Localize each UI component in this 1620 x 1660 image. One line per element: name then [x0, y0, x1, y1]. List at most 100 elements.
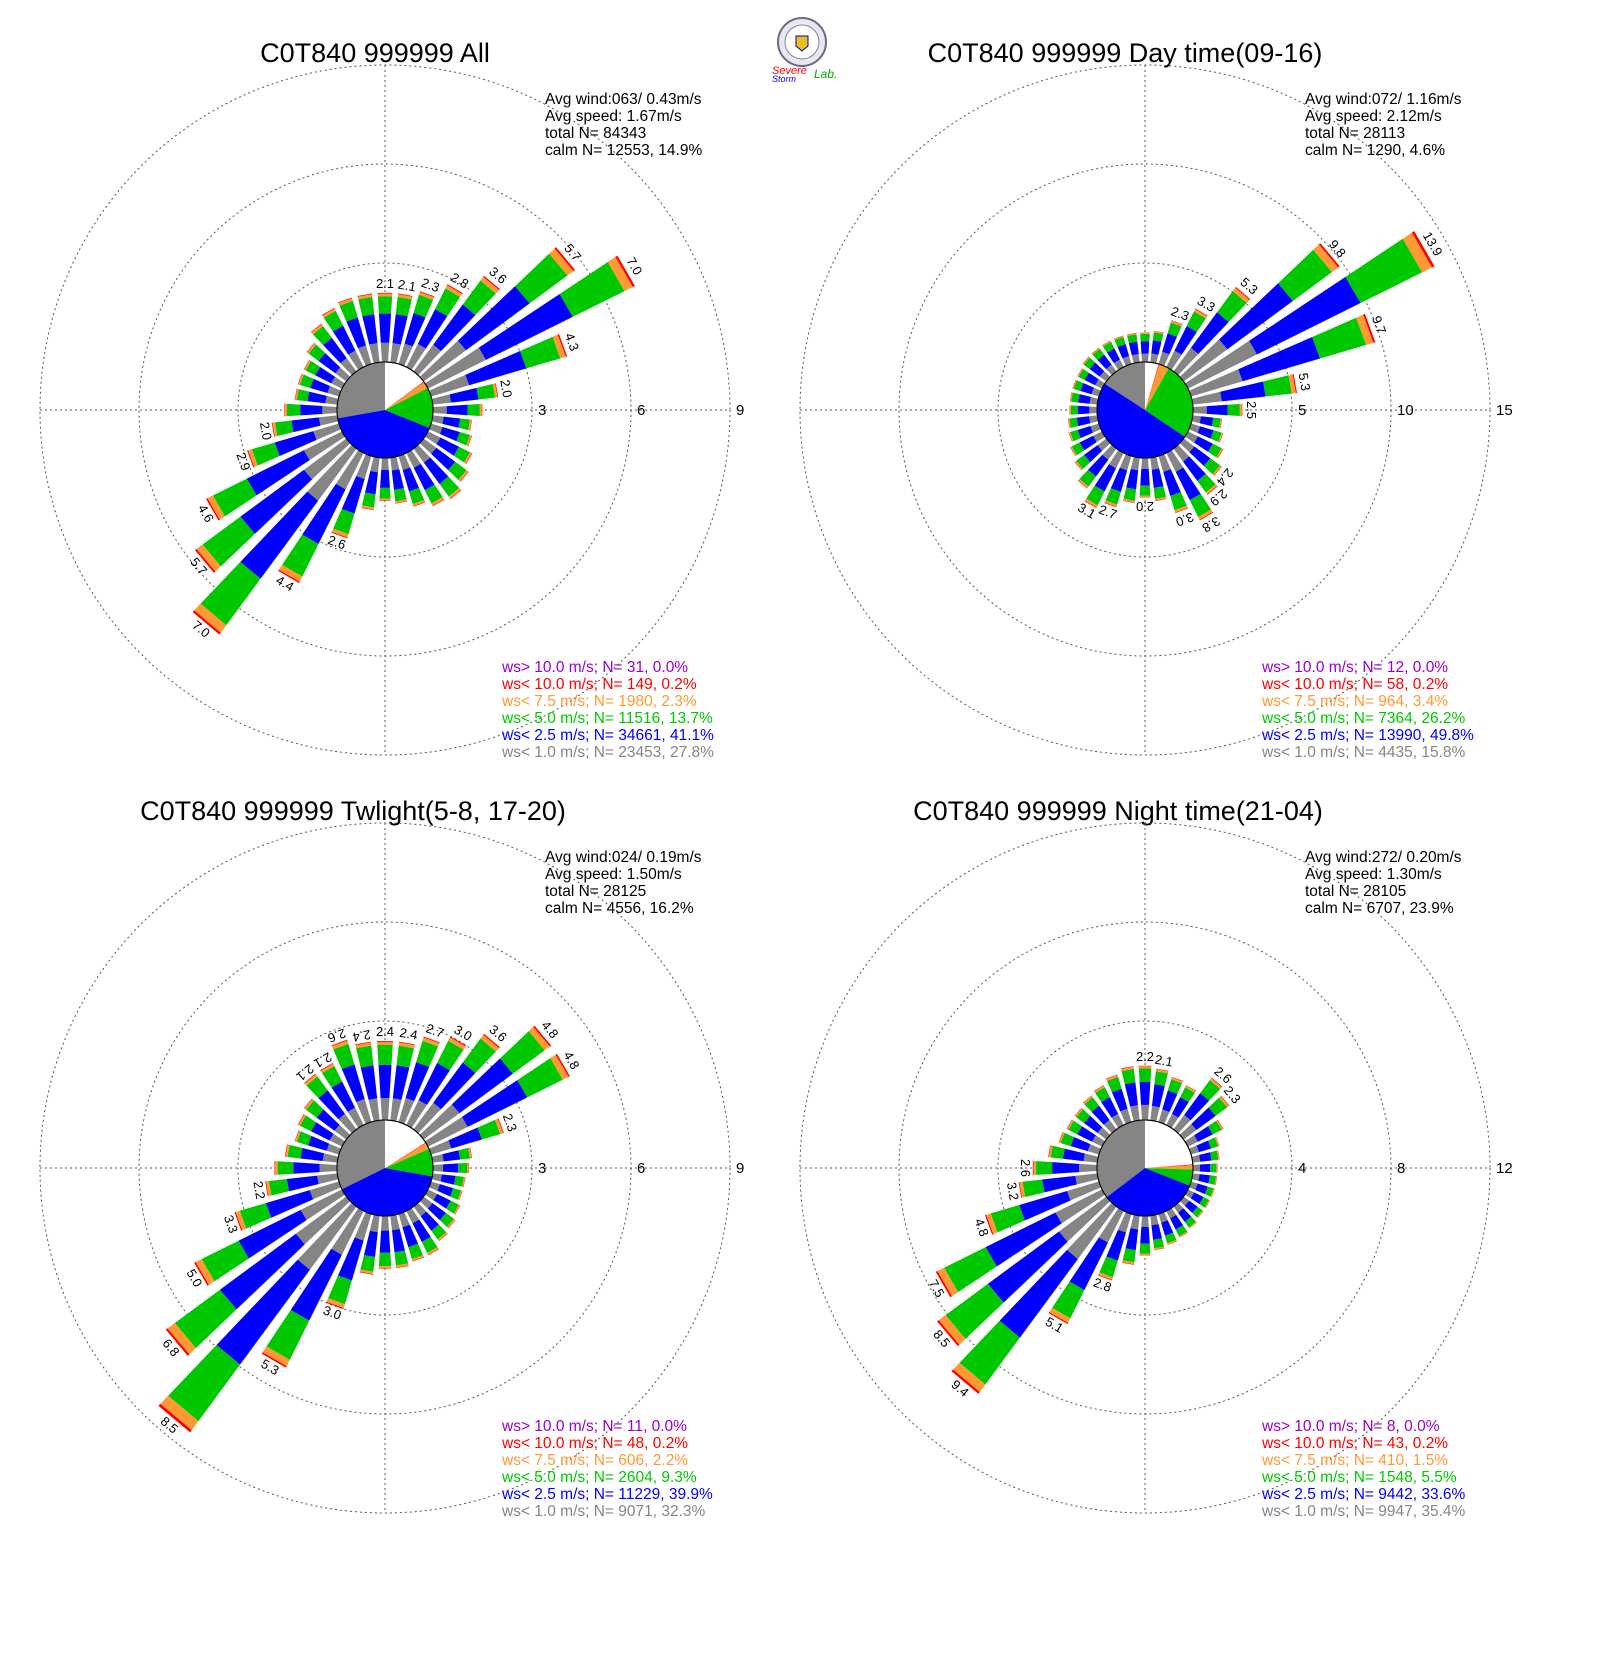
rose-bar-segment-red [1213, 466, 1222, 476]
rose-bar-segment-orange [549, 248, 574, 276]
rose-bar-segment-orange [311, 324, 324, 335]
rose-bar-segment-green [1217, 291, 1247, 323]
bar-total-label: 2.1 [1154, 1052, 1174, 1070]
rose-bar-segment-gray [398, 343, 413, 367]
rose-bar-segment-blue [439, 426, 460, 442]
rose-bar-segment-red [1066, 1119, 1073, 1130]
rose-bar-segment-blue [437, 1184, 454, 1197]
rose-bar-segment-red [1104, 502, 1117, 508]
legend-entry: ws< 5.0 m/s; N= 7364, 26.2% [1261, 710, 1466, 727]
rose-bar-segment-green [174, 1289, 237, 1349]
rose-bar-segment-gray [1158, 453, 1171, 473]
rose-bar-segment-blue [1097, 354, 1112, 370]
legend-entry: ws> 10.0 m/s; N= 12, 0.0% [1261, 659, 1448, 676]
rose-bar-segment-red [483, 275, 501, 291]
rose-bar-segment-red [1105, 1074, 1118, 1080]
rose-bar-segment-orange [1070, 392, 1073, 402]
rose-bar-segment-red [284, 1144, 288, 1157]
rose-bar-segment-green [408, 487, 425, 505]
rose-bar-segment-blue [307, 1135, 330, 1151]
rose-bar-segment-blue [1076, 416, 1091, 427]
rose-bar-segment-red [1189, 1222, 1197, 1229]
rose-bar-segment-gray [398, 1211, 410, 1228]
bar-total-label: 2.7 [424, 1021, 446, 1041]
rose-bar-segment-orange [1205, 484, 1218, 495]
rose-bar-segment-green [1208, 1120, 1222, 1135]
rose-bar-segment-blue [1191, 1107, 1216, 1131]
rose-bar-segment-green [448, 461, 467, 480]
rose-bar-segment-red [459, 471, 469, 482]
rose-bar-segment-gray [354, 1211, 372, 1241]
rose-bar-segment-green [1197, 473, 1216, 493]
rose-bar-segment-blue [404, 312, 426, 347]
rose-bar-segment-blue [286, 1175, 319, 1192]
rose-bar-segment-orange [295, 1130, 301, 1143]
rose-bar-segment-gray [1087, 1144, 1102, 1155]
rose-bar-segment-blue [1084, 1115, 1103, 1133]
pie-slice-blue [341, 1168, 433, 1216]
rose-bar-segment-red [278, 569, 300, 584]
rose-bar-segment-green [201, 1240, 249, 1282]
rose-bar-segment-green [1175, 1225, 1188, 1237]
rose-bar-segment-gray [335, 367, 351, 382]
rose-bar-segment-orange [468, 419, 472, 431]
rose-bar-segment-green [1164, 1232, 1177, 1244]
rose-bar-segment-blue [302, 483, 346, 545]
rose-bar-segment-blue [318, 1090, 346, 1120]
stats-line: total N= 84343 [545, 125, 646, 142]
pie-slice-green [385, 1148, 433, 1177]
rose-bar-segment-green [1068, 1120, 1082, 1135]
rose-bar-segment-gray [1089, 415, 1099, 424]
rose-bar-segment-blue [442, 416, 461, 428]
rose-bar-segment-red [165, 1328, 190, 1356]
rose-bar-segment-orange [285, 1144, 290, 1158]
rose-bar-segment-gray [1179, 438, 1195, 453]
rose-bar-segment-orange [1074, 460, 1083, 471]
rose-bar-segment-green [305, 1100, 324, 1118]
rose-bar-segment-red [951, 1369, 980, 1394]
rose-bar-segment-orange [1196, 1210, 1204, 1218]
rose-bar-segment-gray [334, 1124, 351, 1140]
ring-tick-label: 9 [736, 402, 744, 419]
rose-bar-segment-green [1208, 1097, 1228, 1116]
legend-entry: ws< 7.5 m/s; N= 606, 2.2% [501, 1452, 688, 1469]
rose-bar-segment-blue [310, 378, 331, 394]
rose-bar-segment-green [1076, 454, 1091, 470]
pie-slice-red [385, 381, 425, 410]
rose-bar-segment-blue [1128, 341, 1139, 356]
rose-bar-segment-gray [1166, 350, 1182, 371]
rose-bar-segment-orange [448, 1037, 466, 1050]
rose-bar-segment-green [1073, 380, 1084, 391]
rose-bar-segment-red [1185, 1085, 1197, 1092]
rose-bar-segment-green [1079, 469, 1096, 487]
rose-bar-segment-gray [1095, 379, 1106, 389]
rose-bar-segment-gray [303, 431, 346, 461]
rose-bar-segment-orange [422, 1037, 440, 1047]
rose-bar-segment-gray [1188, 369, 1243, 397]
rose-bar-segment-red [395, 501, 408, 504]
rose-bar-segment-blue [1091, 1105, 1110, 1125]
rose-bar-segment-red [1048, 1145, 1051, 1158]
rose-bar-segment-gray [303, 438, 351, 480]
rose-bar-segment-orange [1102, 340, 1112, 347]
rose-bar-segment-red [554, 247, 576, 272]
rose-bar-segment-blue [300, 404, 323, 416]
rose-bar-segment-red [1197, 1211, 1204, 1219]
rose-bar-segment-red [450, 489, 462, 500]
pie-slice-blue [337, 410, 430, 458]
stats-line: calm N= 1290, 4.6% [1305, 142, 1445, 159]
rose-bar-segment-red [274, 1161, 276, 1175]
rose-bar-segment-blue [1126, 469, 1139, 490]
rose-bar-segment-green [439, 476, 460, 497]
rose-bar-segment-green [1189, 493, 1212, 518]
rose-bar-segment-orange [265, 1181, 272, 1197]
rose-bar-segment-red [1138, 1065, 1152, 1067]
bar-total-label: 5.3 [1296, 372, 1314, 392]
rose-bar-segment-gray [428, 1140, 452, 1155]
rose-bar-segment-blue [1088, 454, 1109, 477]
rose-bar-segment-green [945, 1283, 1004, 1339]
pie-slice-blue [1096, 383, 1185, 459]
rose-bar-segment-gray [406, 343, 426, 371]
rose-bar-segment-red [1074, 1107, 1082, 1117]
rose-bar-segment-red [615, 255, 635, 287]
